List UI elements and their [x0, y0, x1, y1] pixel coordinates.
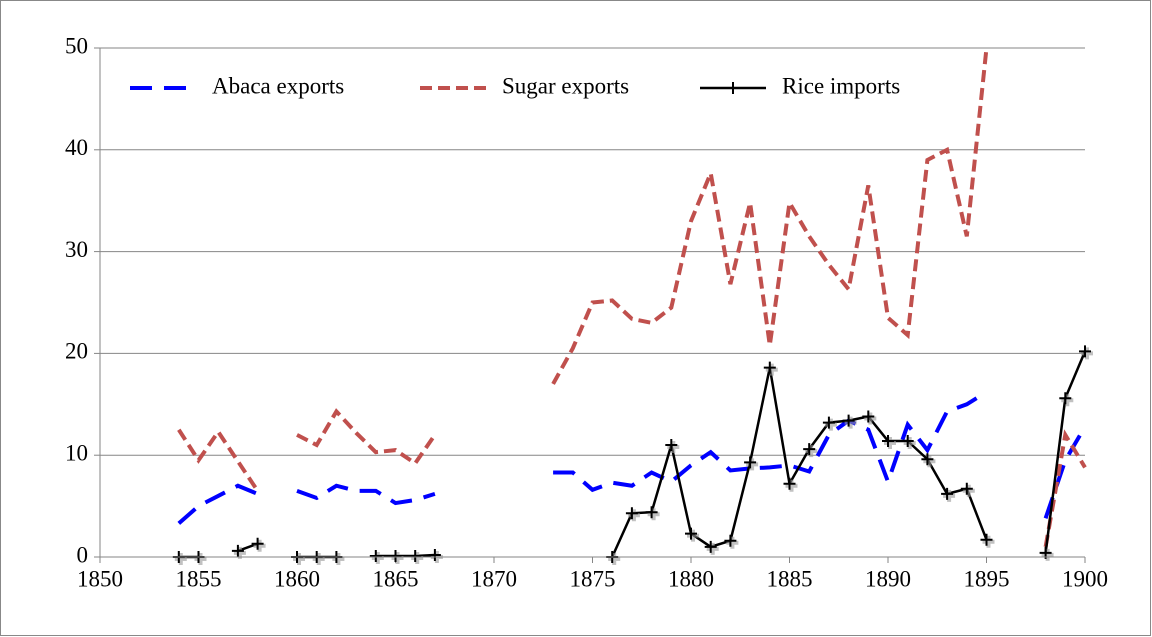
marker-shadow — [1041, 548, 1054, 561]
marker — [862, 410, 875, 423]
marker-shadow — [962, 484, 975, 497]
legend-label: Abaca exports — [212, 73, 344, 98]
marker — [428, 548, 441, 561]
marker — [783, 477, 796, 490]
marker — [842, 414, 855, 427]
marker — [645, 506, 658, 519]
marker-shadow — [312, 553, 325, 565]
marker — [980, 533, 993, 546]
marker-shadow — [726, 536, 739, 549]
marker — [921, 453, 934, 466]
marker — [803, 443, 816, 456]
marker-shadow — [824, 418, 837, 431]
marker-shadow — [627, 509, 640, 522]
marker-shadow — [746, 458, 759, 471]
x-tick-label: 1900 — [1062, 566, 1108, 591]
marker — [231, 544, 244, 557]
marker — [409, 549, 422, 562]
marker-shadow — [903, 436, 916, 449]
marker-shadow — [706, 542, 719, 555]
x-tick-label: 1850 — [77, 566, 123, 591]
x-tick-label: 1860 — [274, 566, 320, 591]
marker-shadow — [411, 551, 424, 564]
y-tick-label: 30 — [65, 237, 88, 262]
y-tick-label: 40 — [65, 135, 88, 160]
y-tick-label: 50 — [65, 33, 88, 58]
marker-shadow — [805, 445, 818, 458]
marker-shadow — [371, 551, 384, 564]
marker-shadow — [1081, 347, 1093, 360]
marker — [704, 540, 717, 553]
series-line — [177, 390, 1087, 525]
marker — [1059, 392, 1072, 405]
marker — [822, 416, 835, 429]
x-tick-label: 1895 — [964, 566, 1010, 591]
marker-shadow — [923, 455, 936, 468]
x-tick-label: 1890 — [865, 566, 911, 591]
marker-shadow — [765, 363, 778, 376]
marker — [665, 439, 678, 452]
marker — [763, 361, 776, 374]
marker — [251, 537, 264, 550]
x-tick-label: 1885 — [767, 566, 813, 591]
marker-shadow — [253, 539, 266, 552]
marker — [901, 434, 914, 447]
marker-shadow — [174, 553, 187, 565]
marker — [685, 527, 697, 540]
marker-shadow — [884, 436, 896, 449]
marker — [960, 482, 973, 495]
x-tick-label: 1875 — [570, 566, 616, 591]
x-tick-label: 1870 — [471, 566, 517, 591]
marker-shadow — [391, 551, 404, 564]
marker-shadow — [647, 508, 660, 521]
marker-shadow — [943, 489, 956, 502]
marker-shadow — [844, 416, 857, 429]
marker-shadow — [332, 553, 345, 565]
marker — [369, 549, 382, 562]
legend-label: Sugar exports — [502, 73, 629, 98]
marker — [625, 507, 638, 520]
marker — [724, 534, 737, 547]
marker — [882, 434, 894, 447]
marker-shadow — [293, 553, 305, 565]
y-tick-label: 0 — [77, 542, 89, 567]
marker-shadow — [1061, 394, 1074, 407]
y-tick-label: 10 — [65, 440, 88, 465]
y-tick-label: 20 — [65, 339, 88, 364]
marker — [941, 487, 954, 500]
marker-shadow — [667, 441, 680, 454]
marker-shadow — [785, 479, 798, 492]
marker-shadow — [864, 412, 877, 425]
marker — [744, 456, 757, 469]
marker-shadow — [608, 553, 621, 565]
marker-shadow — [194, 553, 207, 565]
marker-shadow — [982, 535, 995, 548]
legend-label: Rice imports — [782, 73, 900, 98]
marker — [1079, 345, 1091, 358]
x-tick-label: 1855 — [176, 566, 222, 591]
marker — [389, 549, 402, 562]
legend-marker — [727, 82, 739, 94]
marker-shadow — [687, 529, 699, 542]
x-tick-label: 1865 — [373, 566, 419, 591]
x-tick-label: 1880 — [668, 566, 714, 591]
